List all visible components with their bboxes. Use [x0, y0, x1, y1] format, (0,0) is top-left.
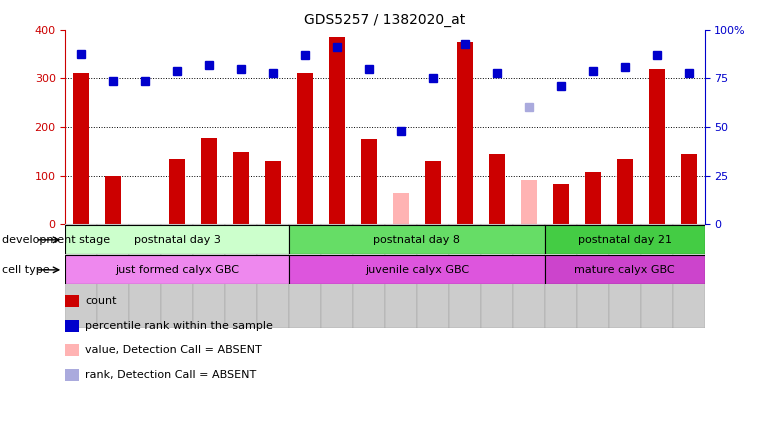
Bar	[553, 184, 569, 224]
Bar	[521, 181, 537, 224]
Bar	[425, 161, 441, 224]
Bar	[65, 255, 290, 284]
Text: postnatal day 21: postnatal day 21	[578, 235, 671, 245]
Bar	[233, 152, 249, 224]
Bar	[361, 139, 377, 224]
Bar	[584, 172, 601, 224]
Bar	[193, 224, 225, 328]
Bar	[577, 224, 609, 328]
Bar	[290, 255, 545, 284]
Bar	[105, 176, 122, 224]
Bar	[65, 224, 97, 328]
Text: value, Detection Call = ABSENT: value, Detection Call = ABSENT	[85, 345, 263, 355]
Bar	[321, 224, 353, 328]
Bar	[545, 255, 705, 284]
Bar	[545, 224, 577, 328]
Text: postnatal day 8: postnatal day 8	[373, 235, 460, 245]
Bar	[545, 225, 705, 254]
Bar	[641, 224, 673, 328]
Bar	[681, 154, 697, 224]
Bar	[290, 225, 545, 254]
Text: count: count	[85, 296, 117, 306]
Text: percentile rank within the sample: percentile rank within the sample	[85, 321, 273, 331]
Bar	[673, 224, 705, 328]
Bar	[265, 161, 281, 224]
Text: postnatal day 3: postnatal day 3	[134, 235, 221, 245]
Bar	[449, 224, 481, 328]
Bar	[617, 159, 633, 224]
Text: cell type: cell type	[2, 265, 49, 275]
Bar	[73, 74, 89, 224]
Bar	[169, 159, 186, 224]
Bar	[257, 224, 290, 328]
Bar	[290, 224, 321, 328]
Title: GDS5257 / 1382020_at: GDS5257 / 1382020_at	[304, 13, 466, 27]
Bar	[648, 69, 665, 224]
Bar	[129, 224, 162, 328]
Bar	[489, 154, 505, 224]
Bar	[201, 137, 217, 224]
Bar	[65, 225, 290, 254]
Bar	[609, 224, 641, 328]
Text: development stage: development stage	[2, 235, 109, 245]
Bar	[457, 42, 473, 224]
Bar	[162, 224, 193, 328]
Bar	[226, 224, 257, 328]
Bar	[513, 224, 545, 328]
Bar	[353, 224, 385, 328]
Bar	[385, 224, 417, 328]
Text: rank, Detection Call = ABSENT: rank, Detection Call = ABSENT	[85, 370, 256, 380]
Text: just formed calyx GBC: just formed calyx GBC	[116, 265, 239, 275]
Bar	[297, 74, 313, 224]
Text: mature calyx GBC: mature calyx GBC	[574, 265, 675, 275]
Bar	[393, 192, 409, 224]
Bar	[480, 224, 513, 328]
Bar	[417, 224, 449, 328]
Text: juvenile calyx GBC: juvenile calyx GBC	[365, 265, 469, 275]
Bar	[97, 224, 129, 328]
Bar	[329, 37, 345, 224]
